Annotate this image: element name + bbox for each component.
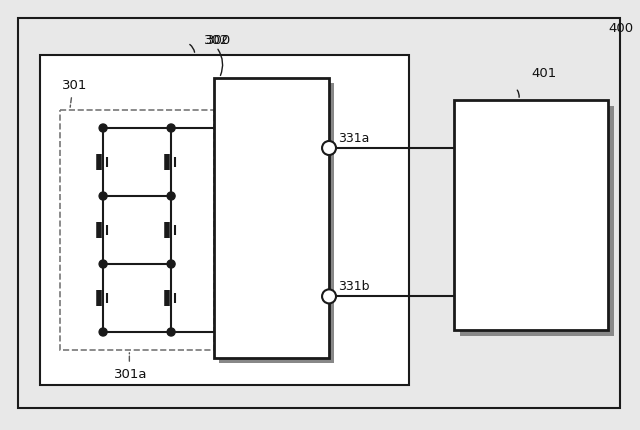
Circle shape <box>322 289 336 304</box>
Circle shape <box>99 192 107 200</box>
Circle shape <box>322 141 336 155</box>
Text: 300: 300 <box>206 34 231 47</box>
Bar <box>40 55 409 385</box>
Bar <box>214 78 329 358</box>
Text: 400: 400 <box>608 22 634 35</box>
Text: 電子機器本体
の電子回路: 電子機器本体 の電子回路 <box>504 197 558 233</box>
Text: 331b: 331b <box>338 280 369 293</box>
Circle shape <box>99 260 107 268</box>
Text: 301: 301 <box>62 79 87 92</box>
Bar <box>220 83 334 363</box>
Circle shape <box>167 328 175 336</box>
Text: 401: 401 <box>531 67 556 80</box>
Text: 302: 302 <box>204 34 230 47</box>
Circle shape <box>99 124 107 132</box>
Text: 331a: 331a <box>338 132 369 145</box>
Circle shape <box>99 328 107 336</box>
Text: 充放電
回路: 充放電 回路 <box>258 200 285 236</box>
Bar <box>60 110 214 350</box>
Bar <box>454 100 608 330</box>
Text: 301a: 301a <box>114 368 147 381</box>
Circle shape <box>167 124 175 132</box>
Circle shape <box>167 192 175 200</box>
Circle shape <box>167 260 175 268</box>
Bar <box>460 106 614 336</box>
